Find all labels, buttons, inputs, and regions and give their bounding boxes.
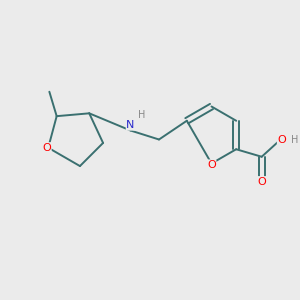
Text: H: H xyxy=(138,110,146,120)
Text: O: O xyxy=(278,135,286,145)
Text: H: H xyxy=(291,135,298,145)
Text: O: O xyxy=(207,160,216,170)
Text: O: O xyxy=(257,177,266,187)
Text: N: N xyxy=(126,120,135,130)
Text: O: O xyxy=(42,143,51,153)
